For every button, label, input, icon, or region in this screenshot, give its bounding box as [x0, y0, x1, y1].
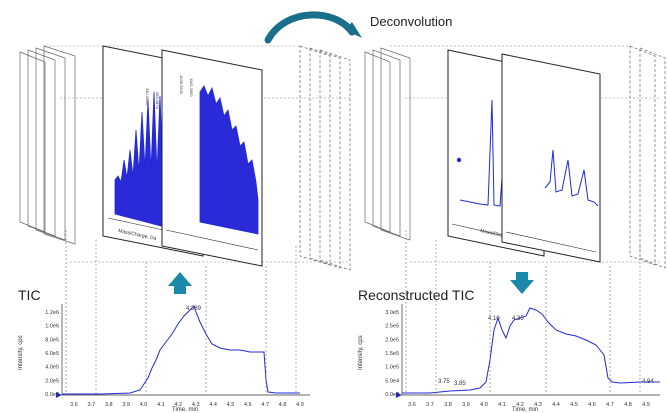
- right-stack-dotted-guides: [390, 45, 660, 263]
- left-tic-trace: [62, 305, 300, 395]
- left-tic-chart: TIC Intensity, cps 0.0e0 2.0e5 4.0e5 6.0e5 8…: [18, 287, 310, 413]
- left-y-tick-6: 1.2e6: [45, 310, 59, 316]
- right-x-tick-9: 4.5: [570, 402, 578, 408]
- right-y-tick-0: 0.0e0: [385, 392, 399, 398]
- left-x-tick-12: 4.8: [279, 402, 287, 408]
- svg-text:1036.2532: 1036.2532: [179, 75, 184, 95]
- right-panel-title: Reconstructed TIC: [358, 287, 474, 303]
- right-x-tick-1: 3.7: [426, 402, 434, 408]
- right-tic-chart: Reconstructed TIC Intensity, cps 0.0e0 5.…: [358, 287, 660, 413]
- right-spectrum-card-2: [501, 53, 601, 263]
- right-y-tick-2: 1.0e5: [385, 365, 399, 371]
- right-x-tick-10: 4.6: [588, 402, 596, 408]
- left-y-tick-4: 8.0e5: [45, 337, 59, 343]
- right-x-tick-0: 3.6: [408, 402, 416, 408]
- right-x-tick-8: 4.4: [552, 402, 560, 408]
- left-y-tick-5: 1.0e6: [45, 324, 59, 330]
- left-x-tick-6: 4.2: [174, 402, 182, 408]
- right-y-axis-label: Intensity, cps: [358, 335, 364, 370]
- left-spectrum-2-signal: [199, 85, 259, 235]
- left-dotted-guides: [65, 230, 297, 395]
- left-y-tick-1: 2.0e5: [45, 378, 59, 384]
- left-x-tick-4: 4.0: [140, 402, 148, 408]
- left-y-axis-label: Intensity, cps: [18, 335, 24, 370]
- deconvolution-arrow: [264, 11, 362, 44]
- left-x-tick-5: 4.1: [157, 402, 165, 408]
- right-peak-label-375: 3.75: [438, 379, 450, 385]
- right-x-tick-13: 4.9: [642, 402, 650, 408]
- right-x-axis-label: Time, min: [512, 407, 538, 413]
- right-peak-label-410: 4.10: [488, 316, 500, 322]
- right-down-arrow: [510, 272, 534, 294]
- right-x-tick-5: 4.1: [498, 402, 506, 408]
- left-x-tick-9: 4.5: [227, 402, 235, 408]
- svg-text:383.2876: 383.2876: [155, 92, 160, 109]
- left-y-tick-2: 4.0e5: [45, 365, 59, 371]
- right-dotted-guides: [405, 230, 641, 395]
- right-spectra-stack: [364, 45, 666, 269]
- right-tic-trace: [402, 307, 660, 394]
- right-spectrum-2-signal: [544, 149, 599, 207]
- right-x-tick-4: 4.0: [480, 402, 488, 408]
- left-panel-title: TIC: [18, 287, 41, 303]
- left-spectrum-card-2: 1036.2532 1162.2553: [161, 49, 263, 267]
- right-x-tick-6: 4.2: [516, 402, 524, 408]
- right-x-tick-3: 3.9: [462, 402, 470, 408]
- right-peak-label-385: 3.85: [454, 381, 466, 387]
- left-spectra-stack: [19, 45, 351, 271]
- left-peak-label: 4.389: [186, 306, 202, 312]
- right-y-tick-4: 2.0e5: [385, 337, 399, 343]
- left-y-tick-3: 6.0e5: [45, 351, 59, 357]
- left-x-tick-0: 3.6: [70, 402, 78, 408]
- left-x-tick-11: 4.7: [261, 402, 269, 408]
- left-x-tick-3: 3.9: [122, 402, 130, 408]
- left-x-tick-2: 3.8: [105, 402, 113, 408]
- left-x-tick-1: 3.7: [88, 402, 96, 408]
- left-up-arrow: [168, 272, 192, 294]
- right-peak-label-435: 4.35: [512, 316, 524, 322]
- right-y-tick-5: 2.5e5: [385, 324, 399, 330]
- right-x-tick-2: 3.8: [444, 402, 452, 408]
- left-y-tick-0: 0.0e0: [45, 392, 59, 398]
- right-y-tick-1: 5.0e4: [385, 378, 399, 384]
- left-x-tick-10: 4.6: [244, 402, 252, 408]
- right-x-tick-7: 4.3: [534, 402, 542, 408]
- right-x-tick-11: 4.7: [606, 402, 614, 408]
- right-y-tick-6: 3.0e5: [385, 310, 399, 316]
- right-x-tick-12: 4.8: [624, 402, 632, 408]
- right-y-tick-3: 1.5e5: [385, 351, 399, 357]
- deconvolution-label: Deconvolution: [370, 14, 452, 29]
- left-x-tick-13: 4.9: [296, 402, 304, 408]
- svg-text:340.2554: 340.2554: [145, 88, 150, 105]
- left-x-tick-7: 4.3: [192, 402, 200, 408]
- left-x-axis-label: Time, min: [172, 407, 198, 413]
- right-peak-label-494: 4.94: [642, 379, 654, 385]
- svg-text:1162.2553: 1162.2553: [189, 78, 194, 97]
- left-x-tick-8: 4.4: [209, 402, 217, 408]
